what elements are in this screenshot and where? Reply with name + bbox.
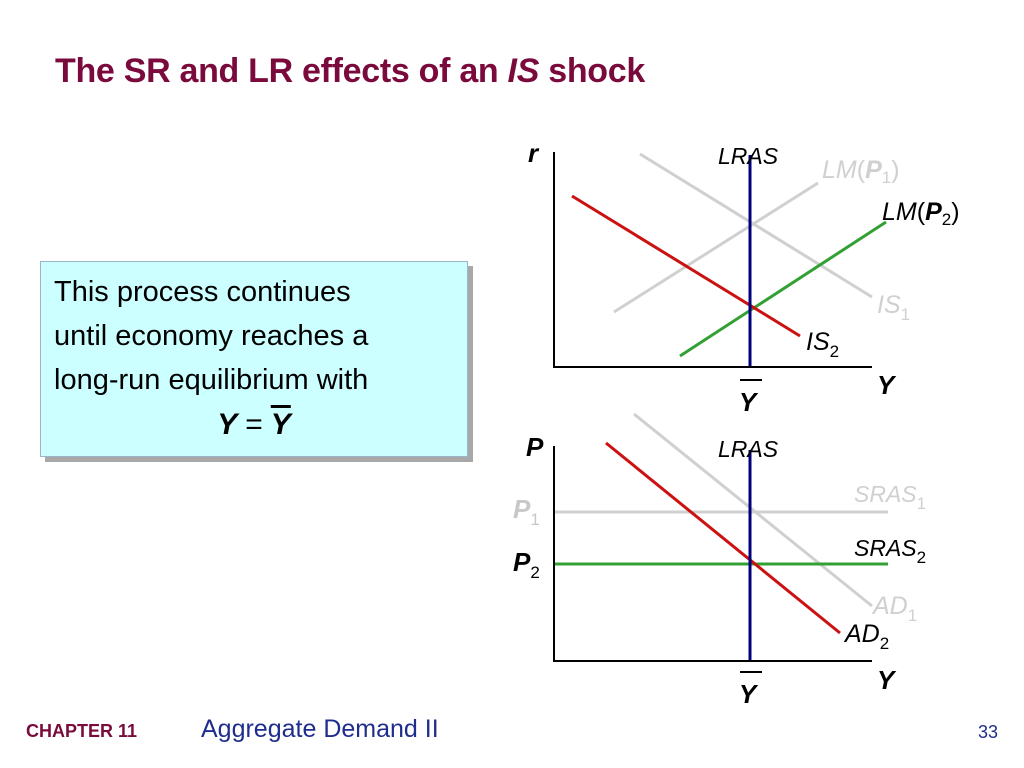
ybar-tick-label-top: Y	[739, 387, 759, 417]
sras2-label: SRAS2	[854, 535, 926, 567]
equation-lhs: Y	[217, 408, 238, 441]
footer-topic: Aggregate Demand II	[201, 715, 439, 743]
p1-tick-label: P1	[513, 494, 540, 529]
ad1-label: AD1	[871, 592, 917, 625]
explanation-line: until economy reaches a	[54, 320, 369, 352]
r-axis-label: r	[528, 138, 540, 168]
explanation-box: This process continues until economy rea…	[40, 261, 468, 457]
top-panel: r Y Y LRAS LM(P1) LM(P2) IS1 IS2	[528, 138, 960, 417]
ad1-curve	[633, 412, 873, 608]
y-axis-label-top: Y	[877, 370, 897, 400]
bottom-panel: P Y Y P1 P2 LRAS SRAS1 SRAS2 AD1 AD2	[513, 412, 926, 709]
lras-label-bottom: LRAS	[718, 436, 779, 462]
ad2-label: AD2	[843, 620, 889, 653]
y-axis-label-bottom: Y	[877, 665, 897, 695]
slide-title: The SR and LR effects of an IS shock	[55, 52, 645, 90]
is1-label: IS1	[877, 291, 910, 324]
ybar-tick-label-bottom: Y	[739, 679, 759, 709]
ad2-curve	[605, 441, 841, 635]
equation-operator: =	[245, 408, 263, 441]
is2-curve	[571, 194, 801, 338]
explanation-text: This process continues until economy rea…	[54, 270, 464, 402]
p-axis-label: P	[526, 432, 544, 462]
explanation-line: This process continues	[54, 276, 351, 308]
sras1-label: SRAS1	[854, 481, 926, 513]
footer-chapter: CHAPTER 11	[26, 721, 138, 741]
is1-curve	[639, 152, 873, 299]
lm1-label: LM(P1)	[822, 156, 900, 187]
explanation-line: long-run equilibrium with	[54, 364, 369, 396]
lm2-label: LM(P2)	[882, 198, 960, 229]
lm2-curve	[679, 220, 887, 358]
equation-rhs: Y	[270, 408, 291, 441]
p2-tick-label: P2	[513, 547, 540, 582]
equilibrium-equation: Y = Y	[41, 408, 467, 442]
lm1-curve	[613, 181, 819, 314]
is2-label: IS2	[806, 328, 839, 361]
lras-label-top: LRAS	[718, 143, 779, 169]
page-number: 33	[978, 722, 999, 742]
